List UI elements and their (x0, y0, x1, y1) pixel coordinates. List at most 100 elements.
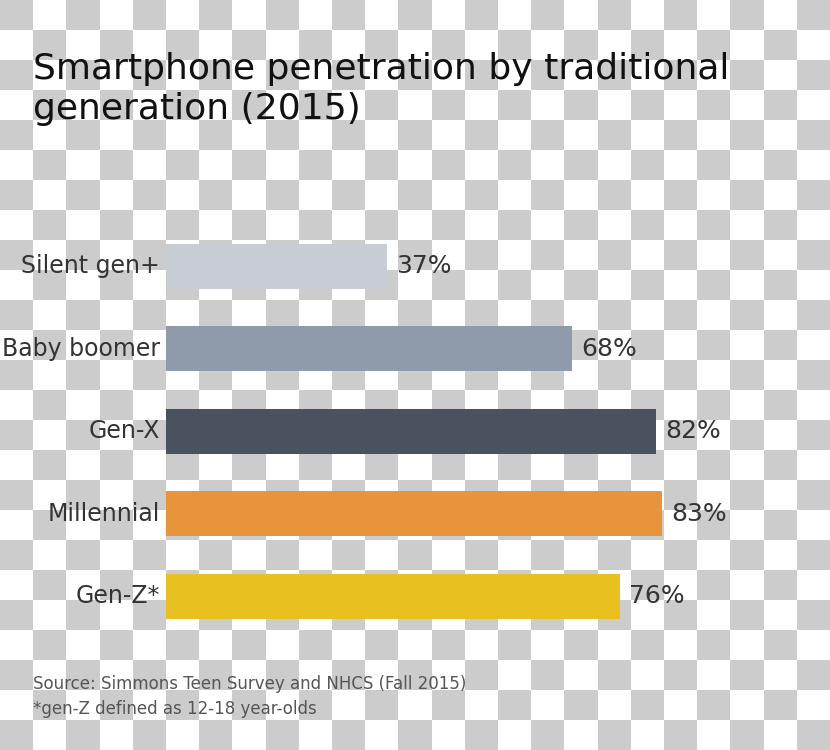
FancyBboxPatch shape (398, 540, 432, 570)
FancyBboxPatch shape (166, 330, 199, 360)
FancyBboxPatch shape (697, 450, 730, 480)
FancyBboxPatch shape (266, 660, 299, 690)
FancyBboxPatch shape (398, 390, 432, 420)
FancyBboxPatch shape (133, 30, 166, 60)
FancyBboxPatch shape (631, 660, 664, 690)
FancyBboxPatch shape (232, 450, 266, 480)
FancyBboxPatch shape (0, 390, 33, 420)
FancyBboxPatch shape (664, 300, 697, 330)
FancyBboxPatch shape (664, 330, 697, 360)
FancyBboxPatch shape (166, 570, 199, 600)
FancyBboxPatch shape (564, 690, 598, 720)
FancyBboxPatch shape (564, 30, 598, 60)
FancyBboxPatch shape (797, 420, 830, 450)
FancyBboxPatch shape (631, 210, 664, 240)
FancyBboxPatch shape (100, 510, 133, 540)
FancyBboxPatch shape (531, 660, 564, 690)
FancyBboxPatch shape (664, 510, 697, 540)
FancyBboxPatch shape (100, 660, 133, 690)
FancyBboxPatch shape (0, 480, 33, 510)
FancyBboxPatch shape (664, 360, 697, 390)
FancyBboxPatch shape (564, 450, 598, 480)
FancyBboxPatch shape (730, 210, 764, 240)
FancyBboxPatch shape (764, 570, 797, 600)
FancyBboxPatch shape (232, 270, 266, 300)
FancyBboxPatch shape (664, 270, 697, 300)
FancyBboxPatch shape (332, 120, 365, 150)
FancyBboxPatch shape (33, 90, 66, 120)
FancyBboxPatch shape (266, 480, 299, 510)
FancyBboxPatch shape (631, 90, 664, 120)
FancyBboxPatch shape (166, 30, 199, 60)
FancyBboxPatch shape (631, 690, 664, 720)
FancyBboxPatch shape (100, 690, 133, 720)
FancyBboxPatch shape (465, 150, 498, 180)
FancyBboxPatch shape (33, 180, 66, 210)
FancyBboxPatch shape (697, 360, 730, 390)
FancyBboxPatch shape (266, 630, 299, 660)
FancyBboxPatch shape (465, 240, 498, 270)
FancyBboxPatch shape (133, 510, 166, 540)
FancyBboxPatch shape (730, 390, 764, 420)
FancyBboxPatch shape (166, 660, 199, 690)
FancyBboxPatch shape (598, 630, 631, 660)
FancyBboxPatch shape (730, 120, 764, 150)
FancyBboxPatch shape (564, 90, 598, 120)
FancyBboxPatch shape (266, 210, 299, 240)
FancyBboxPatch shape (232, 660, 266, 690)
FancyBboxPatch shape (631, 390, 664, 420)
FancyBboxPatch shape (299, 600, 332, 630)
FancyBboxPatch shape (764, 480, 797, 510)
FancyBboxPatch shape (66, 690, 100, 720)
FancyBboxPatch shape (432, 300, 465, 330)
Bar (166, 409, 656, 454)
FancyBboxPatch shape (232, 180, 266, 210)
FancyBboxPatch shape (299, 360, 332, 390)
FancyBboxPatch shape (664, 720, 697, 750)
FancyBboxPatch shape (299, 540, 332, 570)
FancyBboxPatch shape (299, 570, 332, 600)
FancyBboxPatch shape (797, 90, 830, 120)
FancyBboxPatch shape (432, 390, 465, 420)
FancyBboxPatch shape (0, 60, 33, 90)
FancyBboxPatch shape (266, 0, 299, 30)
FancyBboxPatch shape (133, 240, 166, 270)
FancyBboxPatch shape (100, 480, 133, 510)
FancyBboxPatch shape (465, 630, 498, 660)
FancyBboxPatch shape (33, 390, 66, 420)
FancyBboxPatch shape (797, 660, 830, 690)
FancyBboxPatch shape (631, 270, 664, 300)
FancyBboxPatch shape (66, 480, 100, 510)
FancyBboxPatch shape (764, 150, 797, 180)
FancyBboxPatch shape (66, 0, 100, 30)
FancyBboxPatch shape (332, 480, 365, 510)
FancyBboxPatch shape (498, 240, 531, 270)
FancyBboxPatch shape (664, 240, 697, 270)
FancyBboxPatch shape (332, 90, 365, 120)
FancyBboxPatch shape (664, 30, 697, 60)
FancyBboxPatch shape (598, 420, 631, 450)
FancyBboxPatch shape (100, 450, 133, 480)
FancyBboxPatch shape (498, 540, 531, 570)
FancyBboxPatch shape (232, 240, 266, 270)
FancyBboxPatch shape (797, 270, 830, 300)
FancyBboxPatch shape (33, 510, 66, 540)
FancyBboxPatch shape (133, 90, 166, 120)
FancyBboxPatch shape (598, 300, 631, 330)
FancyBboxPatch shape (730, 150, 764, 180)
FancyBboxPatch shape (166, 720, 199, 750)
FancyBboxPatch shape (697, 600, 730, 630)
FancyBboxPatch shape (133, 660, 166, 690)
FancyBboxPatch shape (0, 570, 33, 600)
FancyBboxPatch shape (764, 510, 797, 540)
FancyBboxPatch shape (398, 90, 432, 120)
FancyBboxPatch shape (332, 210, 365, 240)
FancyBboxPatch shape (432, 270, 465, 300)
FancyBboxPatch shape (498, 450, 531, 480)
FancyBboxPatch shape (66, 390, 100, 420)
FancyBboxPatch shape (631, 480, 664, 510)
FancyBboxPatch shape (730, 360, 764, 390)
FancyBboxPatch shape (232, 60, 266, 90)
FancyBboxPatch shape (697, 180, 730, 210)
FancyBboxPatch shape (33, 630, 66, 660)
